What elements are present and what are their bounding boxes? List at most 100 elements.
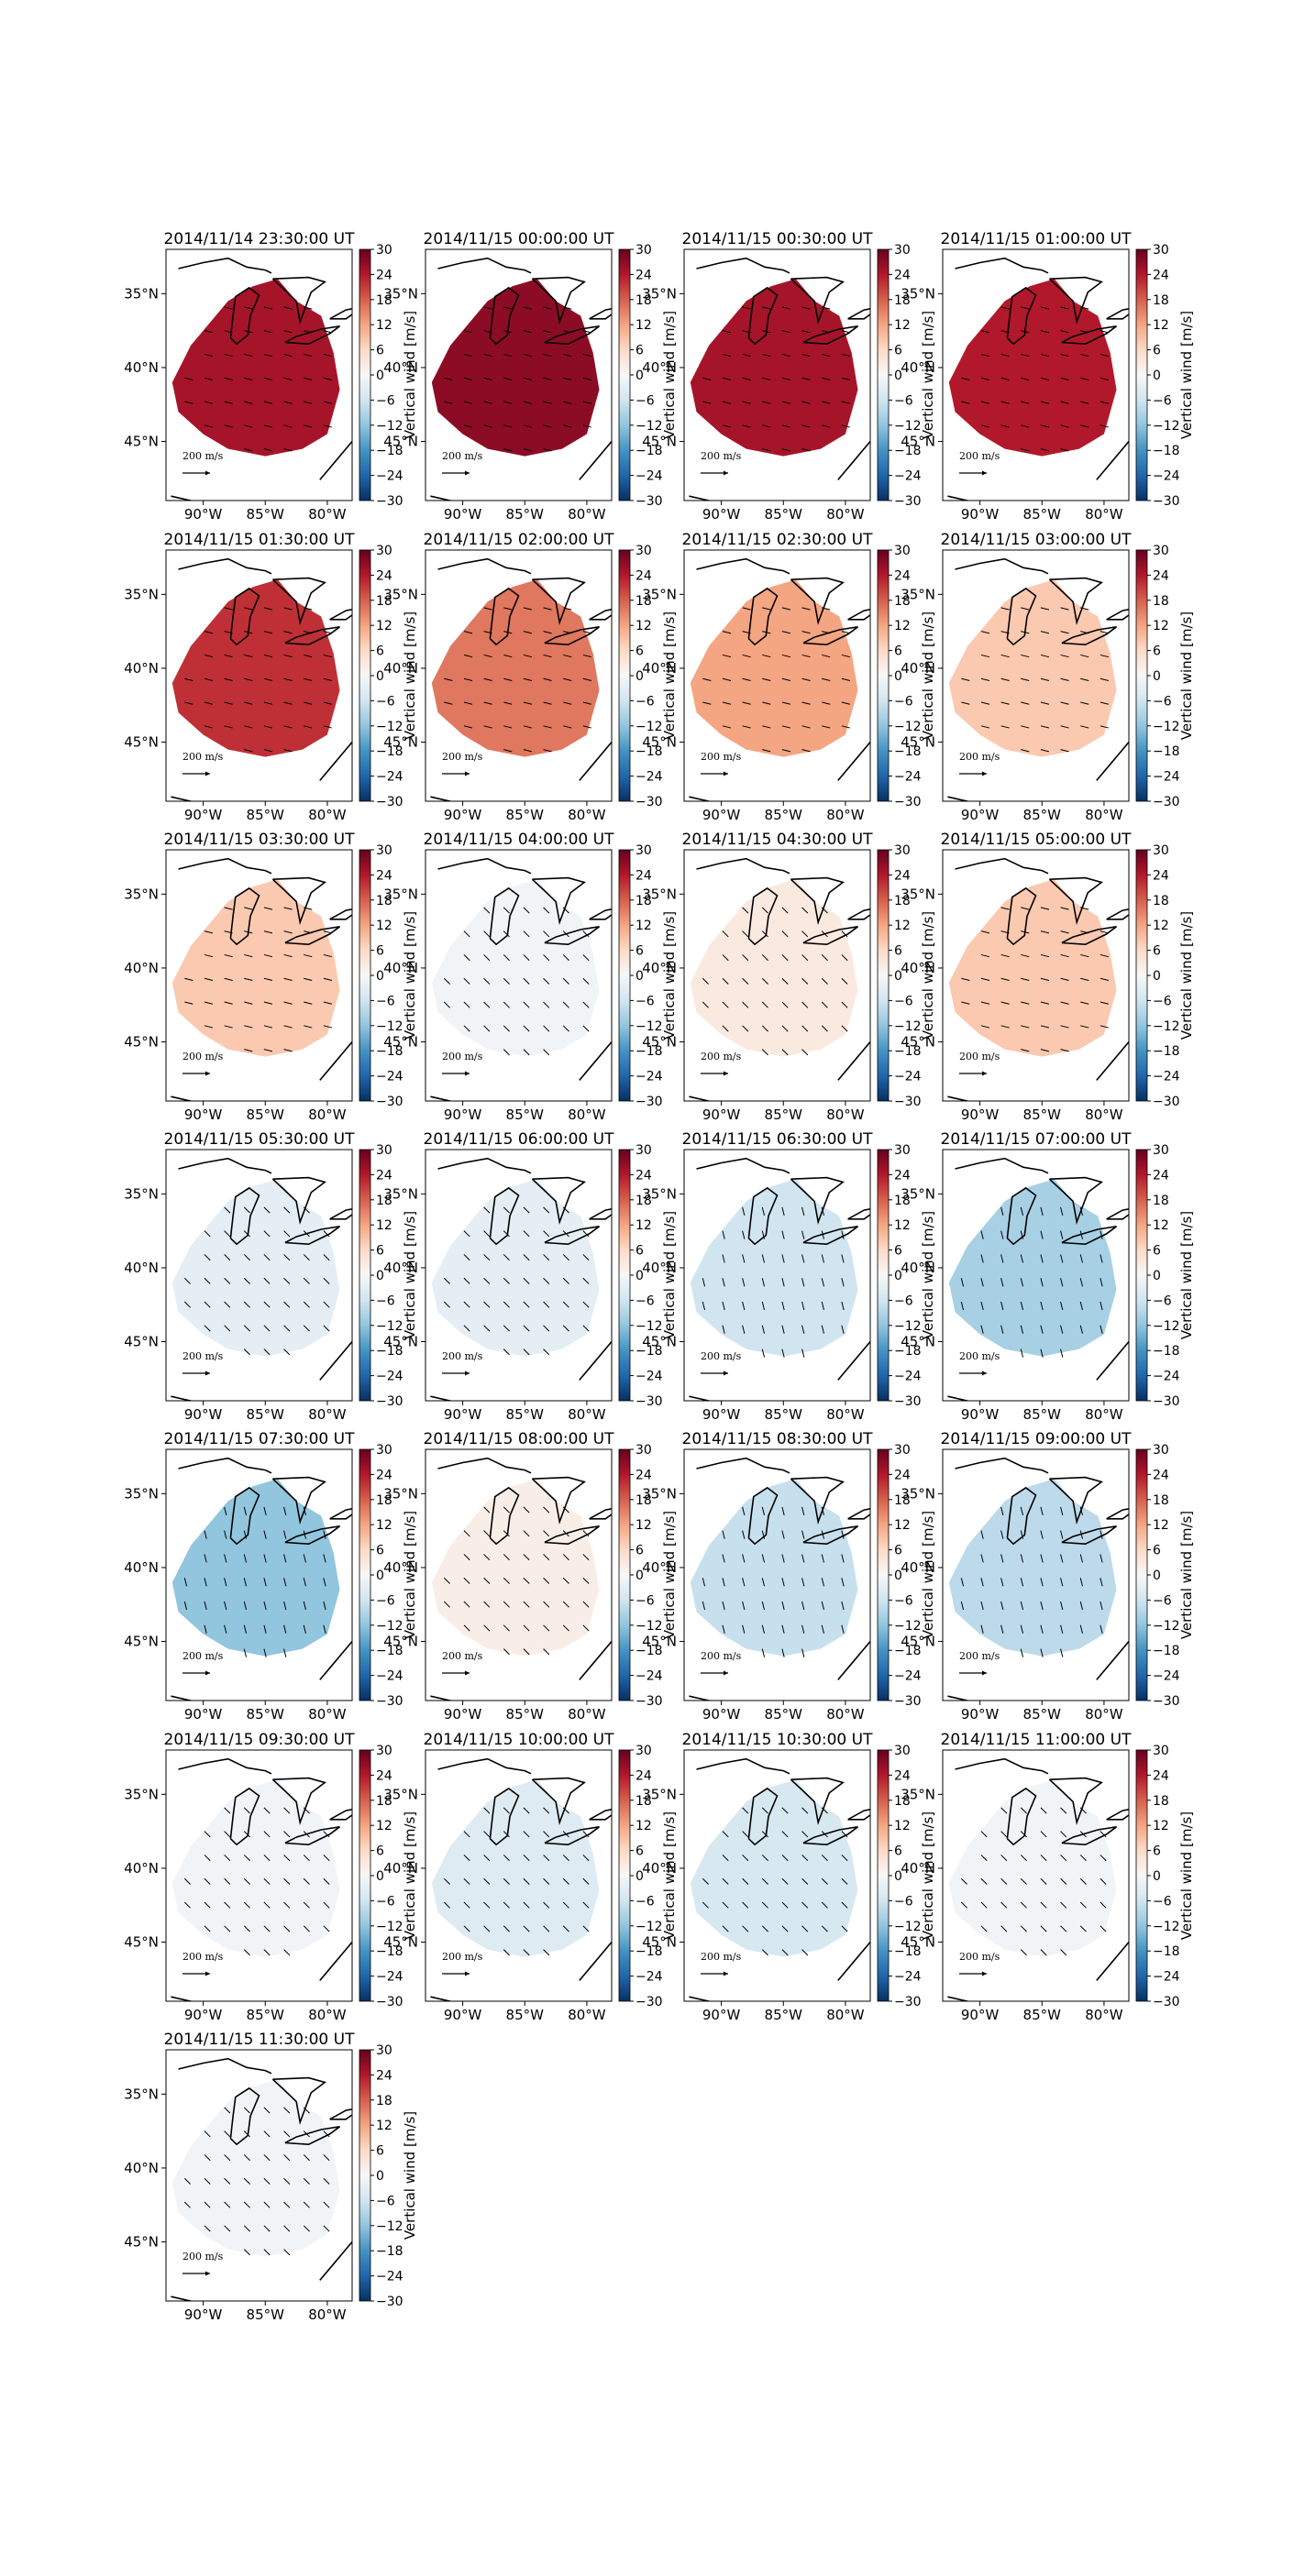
coastline	[489, 886, 520, 946]
wind-vector	[503, 1554, 510, 1561]
wind-vector	[1100, 1001, 1109, 1005]
wind-vector	[283, 1349, 291, 1356]
coastline	[689, 1996, 713, 2001]
colorbar-label: Vertical wind [m/s]	[1178, 1511, 1195, 1639]
wind-vector	[722, 1855, 729, 1862]
lon-tick-label: 80°W	[308, 1406, 347, 1423]
colorbar-tick-label: −18	[894, 1344, 922, 1359]
wind-vector	[263, 377, 273, 380]
coastline	[955, 1157, 1049, 1174]
colorbar-tick-label: 0	[1153, 369, 1161, 383]
coastline	[802, 626, 858, 646]
wind-vector	[781, 930, 789, 938]
wind-vector	[1080, 401, 1089, 404]
wind-vector	[243, 1530, 247, 1539]
colorbar-label: Vertical wind [m/s]	[661, 311, 678, 439]
wind-vector	[243, 1925, 250, 1932]
colorbar-tick-label: 12	[635, 619, 652, 633]
wind-vector	[841, 1901, 848, 1909]
wind-vector	[1100, 654, 1109, 658]
wind-vector	[224, 1554, 227, 1563]
wind-vector	[263, 631, 273, 634]
wind-vector	[263, 2154, 271, 2162]
wind-vector	[303, 1601, 306, 1611]
lat-tick-label: 35°N	[124, 285, 159, 302]
reference-arrow-label: 200 m/s	[959, 1051, 1000, 1062]
wind-vector	[263, 677, 273, 681]
wind-vector	[543, 1254, 550, 1261]
wind-vector	[822, 353, 831, 358]
colorbar-tick-label: 24	[894, 1168, 911, 1183]
wind-vector	[761, 1554, 765, 1563]
reference-arrow-label: 200 m/s	[959, 1650, 1000, 1662]
lat-tick-label: 45°N	[642, 1934, 677, 1951]
wind-vector	[841, 1325, 845, 1334]
wind-vector	[543, 401, 552, 404]
wind-vector	[841, 1001, 848, 1008]
panel-title: 2014/11/15 00:30:00 UT	[682, 230, 874, 248]
wind-vector	[781, 1925, 789, 1932]
wind-vector	[1040, 330, 1050, 334]
wind-vector	[801, 977, 809, 985]
wind-vector	[463, 1877, 470, 1885]
colorbar-tick-label: 18	[635, 1794, 652, 1809]
wind-vector	[821, 1278, 824, 1287]
coastline	[319, 2185, 352, 2281]
wind-vector	[224, 1301, 231, 1308]
colorbar-tick-label: 18	[635, 1493, 652, 1508]
wind-vector	[582, 1601, 590, 1608]
wind-vector	[323, 1025, 332, 1029]
wind-vector	[762, 654, 771, 658]
wind-vector	[582, 930, 590, 938]
wind-vector	[1079, 1831, 1087, 1838]
wind-vector	[822, 631, 831, 634]
wind-vector	[283, 2177, 291, 2185]
wind-vector	[742, 1877, 749, 1885]
colorbar-tick-label: 24	[894, 568, 911, 583]
colorbar-tick-label: 6	[1153, 1544, 1161, 1558]
colorbar-tick-label: 6	[376, 344, 384, 358]
wind-vector	[961, 977, 970, 981]
wind-vector	[1040, 1349, 1044, 1358]
wind-vector	[463, 1855, 470, 1862]
wind-vector	[801, 1230, 805, 1239]
colorbar-tick-label: 24	[1153, 1168, 1169, 1183]
wind-vector	[822, 654, 831, 658]
wind-vector	[283, 1831, 291, 1838]
wind-vector	[523, 1807, 530, 1814]
wind-vector	[224, 2107, 231, 2114]
coastline	[271, 577, 326, 625]
wind-vector	[503, 1925, 510, 1932]
lat-tick-label: 45°N	[383, 1034, 418, 1051]
colorbar-tick-label: −12	[1153, 1920, 1180, 1934]
wind-vector	[742, 930, 749, 938]
wind-vector	[323, 401, 332, 404]
wind-vector	[283, 607, 293, 611]
wind-vector	[224, 1254, 231, 1261]
lat-tick-label: 35°N	[901, 1185, 935, 1202]
lon-tick-label: 80°W	[308, 506, 347, 523]
coastline	[531, 1777, 586, 1825]
wind-vector	[761, 1278, 765, 1287]
wind-vector	[822, 607, 831, 611]
wind-vector	[304, 607, 313, 611]
wind-vector	[503, 353, 513, 358]
wind-vector	[781, 1278, 785, 1287]
colorbar-tick-label: −12	[376, 720, 403, 734]
coastline	[171, 1395, 194, 1401]
wind-vector	[243, 1301, 250, 1308]
wind-vector	[1100, 353, 1109, 358]
wind-vector	[1080, 1001, 1089, 1005]
colorbar-tick-label: 24	[376, 868, 392, 883]
wind-vector	[483, 1554, 491, 1561]
wind-vector	[483, 654, 492, 658]
wind-vector	[263, 1530, 267, 1539]
wind-vector	[303, 2201, 310, 2208]
wind-vector	[443, 1277, 450, 1284]
wind-vector	[960, 1301, 965, 1311]
coastline	[1006, 1486, 1037, 1546]
wind-vector	[224, 631, 233, 634]
lon-tick-label: 80°W	[826, 807, 865, 823]
